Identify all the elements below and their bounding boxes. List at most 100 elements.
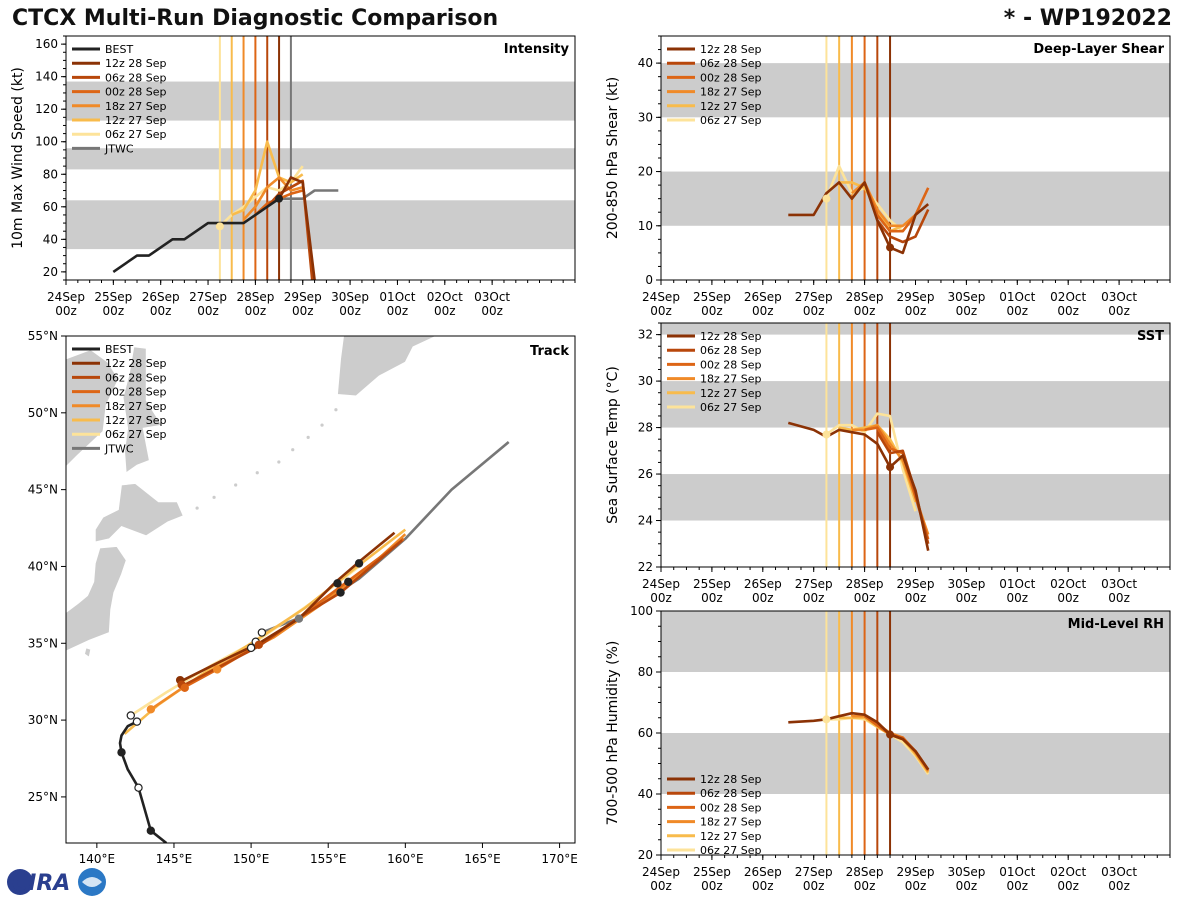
panel-title: SST <box>1137 329 1164 344</box>
x-tick-label-hour: 00z <box>701 304 723 318</box>
track-line <box>261 441 510 634</box>
kuril-island <box>234 483 238 487</box>
track-marker <box>117 748 126 757</box>
legend-label: 12z 27 Sep <box>105 414 167 427</box>
land-izu-islands <box>84 647 92 658</box>
legend-label: 12z 28 Sep <box>105 357 167 370</box>
x-tick-label-date: 28Sep <box>846 290 884 304</box>
lat-tick-label: 45°N <box>28 483 58 497</box>
x-tick-label: 28Sep 00z <box>236 290 274 318</box>
kuril-island <box>277 460 281 464</box>
legend-label: 12z 27 Sep <box>700 100 762 113</box>
x-tick-label: 01Oct 00z <box>999 577 1035 605</box>
page-title: CTCX Multi-Run Diagnostic Comparison <box>12 6 499 31</box>
track-marker <box>333 579 342 588</box>
y-tick-label: 30 <box>638 110 653 124</box>
y-tick-label: 26 <box>638 467 653 481</box>
legend-label: 18z 27 Sep <box>105 400 167 413</box>
shaded-band <box>661 323 1170 335</box>
x-tick-label-hour: 00z <box>650 879 672 893</box>
x-tick-label-date: 03Oct <box>1101 865 1137 879</box>
legend-label: 12z 28 Sep <box>105 57 167 70</box>
x-tick-label-hour: 00z <box>1057 591 1079 605</box>
series-line <box>277 176 316 280</box>
x-tick-label: 24Sep 00z <box>642 290 680 318</box>
x-tick-label-date: 29Sep <box>284 290 322 304</box>
series-line <box>242 176 304 221</box>
x-tick-label-hour: 00z <box>292 304 314 318</box>
x-tick-label-hour: 00z <box>481 304 503 318</box>
lat-tick-label: 35°N <box>28 636 58 650</box>
series-line <box>279 189 339 200</box>
data-marker <box>275 194 284 203</box>
track-marker <box>146 826 156 835</box>
y-tick-label: 10 <box>638 219 653 233</box>
x-tick-label: 30Sep 00z <box>331 290 369 318</box>
x-tick-label: 26Sep 00z <box>744 290 782 318</box>
y-tick-label: 40 <box>638 787 653 801</box>
track-marker <box>336 588 345 597</box>
x-tick-label-date: 26Sep <box>142 290 180 304</box>
legend-label: 00z 28 Sep <box>700 358 762 371</box>
x-tick-label-hour: 00z <box>245 304 267 318</box>
x-tick-label: 24Sep 00z <box>642 577 680 605</box>
panel-title: Mid-Level RH <box>1068 617 1164 632</box>
x-tick-label-hour: 00z <box>803 879 825 893</box>
y-tick-label: 120 <box>35 102 58 116</box>
panel-title: Deep-Layer Shear <box>1033 42 1164 57</box>
kuril-island <box>291 448 295 452</box>
data-marker <box>822 194 831 203</box>
x-tick-label: 02Oct 00z <box>427 290 463 318</box>
legend-label: 18z 27 Sep <box>105 100 167 113</box>
y-axis-label: 10m Max Wind Speed (kt) <box>10 67 26 249</box>
x-tick-label: 29Sep 00z <box>897 290 935 318</box>
x-tick-label-date: 24Sep <box>642 290 680 304</box>
data-marker <box>886 243 895 252</box>
plot-area <box>66 36 575 280</box>
x-tick-label: 27Sep 00z <box>795 290 833 318</box>
panel-title: Intensity <box>504 42 570 57</box>
x-tick-label-hour: 00z <box>1057 879 1079 893</box>
legend-label: JTWC <box>104 142 134 155</box>
x-tick-label-hour: 00z <box>103 304 125 318</box>
y-tick-label: 32 <box>638 328 653 342</box>
kuril-island <box>195 506 199 510</box>
x-tick-label-date: 03Oct <box>474 290 510 304</box>
lon-tick-label: 165°E <box>464 852 501 866</box>
y-tick-label: 24 <box>638 514 653 528</box>
x-tick-label-hour: 00z <box>1108 591 1130 605</box>
x-tick-label-date: 27Sep <box>795 865 833 879</box>
y-tick-label: 0 <box>645 273 653 287</box>
series-line <box>788 181 930 255</box>
x-tick-label: 28Sep 00z <box>846 577 884 605</box>
x-tick-label-date: 29Sep <box>897 290 935 304</box>
legend-label: 12z 28 Sep <box>700 43 762 56</box>
lon-tick-label: 160°E <box>387 852 424 866</box>
x-tick-label-hour: 00z <box>803 591 825 605</box>
x-tick-label-date: 01Oct <box>999 290 1035 304</box>
y-tick-label: 100 <box>35 135 58 149</box>
y-tick-label: 80 <box>43 167 58 181</box>
land-sakhalin <box>122 346 163 474</box>
x-tick-label-hour: 00z <box>956 879 978 893</box>
lon-tick-label: 150°E <box>233 852 270 866</box>
x-tick-label: 03Oct 00z <box>474 290 510 318</box>
x-tick-label: 03Oct 00z <box>1101 577 1137 605</box>
legend-label: 06z 27 Sep <box>700 114 762 127</box>
shaded-band <box>661 381 1170 428</box>
legend-label: JTWC <box>104 442 134 455</box>
x-tick-label-hour: 00z <box>1057 304 1079 318</box>
x-tick-label-hour: 00z <box>55 304 77 318</box>
x-tick-label: 25Sep 00z <box>693 577 731 605</box>
x-tick-label-hour: 00z <box>752 304 774 318</box>
legend-label: 12z 27 Sep <box>700 830 762 843</box>
legend-label: 12z 27 Sep <box>700 387 762 400</box>
legend-label: 12z 28 Sep <box>700 773 762 786</box>
track-line <box>179 531 396 683</box>
x-tick-label-hour: 00z <box>1108 304 1130 318</box>
